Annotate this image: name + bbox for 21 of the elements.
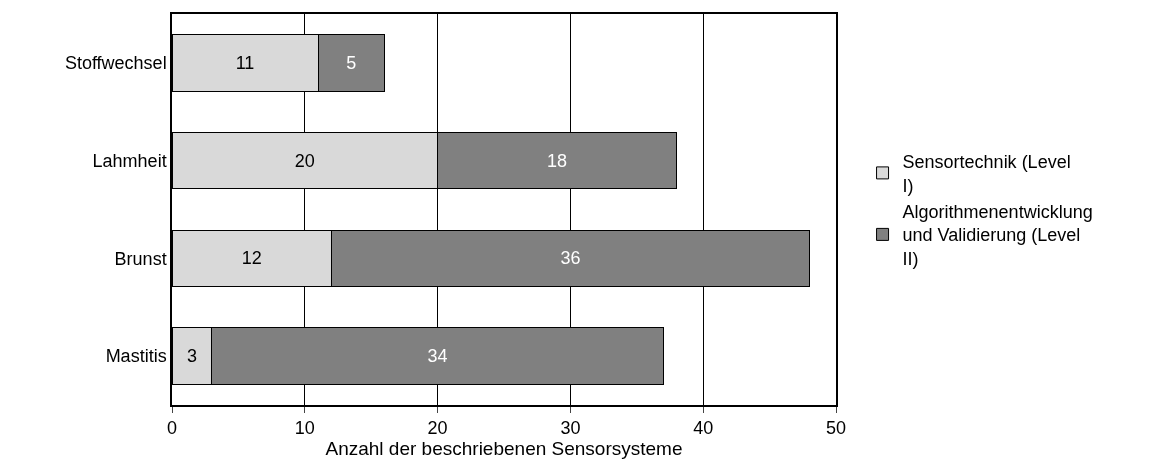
x-tick-label: 30 [560, 418, 581, 439]
x-tick-label: 0 [166, 418, 178, 439]
data-label: 18 [547, 150, 568, 171]
data-label: 36 [560, 248, 581, 269]
x-tick-label: 50 [825, 418, 847, 439]
y-tick-label: Lahmheit [92, 150, 167, 171]
data-label: 34 [427, 346, 448, 367]
legend-label: Algorithmenentwicklung und Validierung (Level II) [902, 202, 1093, 269]
y-tick-label: Mastitis [105, 346, 167, 367]
data-label: 12 [241, 248, 262, 269]
y-tick-label: Brunst [114, 248, 167, 269]
data-label: 3 [186, 346, 197, 367]
data-label: 20 [294, 150, 315, 171]
x-axis-title: Anzahl der beschriebenen Sensorsysteme [325, 438, 683, 460]
x-tick-label: 20 [427, 418, 448, 439]
x-tick-label: 40 [693, 418, 714, 439]
y-tick-label: Stoffwechsel [64, 53, 167, 74]
data-label: 11 [235, 52, 255, 73]
x-tick-label: 10 [294, 418, 315, 439]
legend-label: Sensortechnik (Level I) [902, 152, 1071, 196]
data-label: 5 [346, 52, 357, 73]
